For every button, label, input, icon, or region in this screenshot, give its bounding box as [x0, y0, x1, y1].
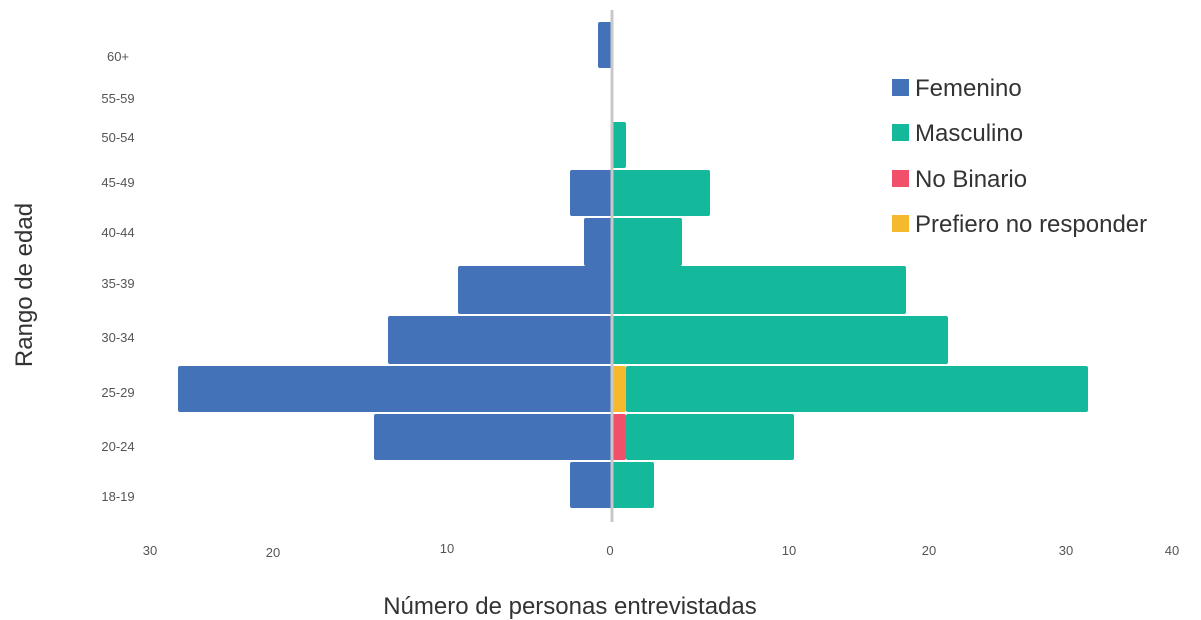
category-label-45-49: 45-49	[101, 175, 134, 190]
legend-label-masculino: Masculino	[915, 120, 1023, 147]
category-label-18-19: 18-19	[101, 489, 134, 504]
x-tick-labels: 30 20 10 0 10 20 30 40	[143, 541, 1179, 560]
category-label-50-54: 50-54	[101, 130, 134, 145]
bar-masculino-18-19	[612, 462, 654, 508]
category-label-35-39: 35-39	[101, 276, 134, 291]
bar-masculino-40-44	[612, 218, 682, 266]
x-tick-right-10: 10	[782, 543, 796, 558]
bar-prefiero-no-responder-25-29	[612, 366, 626, 412]
bar-no-binario-20-24	[612, 414, 626, 460]
legend-swatch-masculino	[892, 124, 909, 141]
x-axis-title: Número de personas entrevistadas	[383, 593, 757, 620]
bars-layer	[178, 22, 1088, 508]
bar-femenino-60	[598, 22, 612, 68]
x-tick-right-30: 30	[1059, 543, 1073, 558]
bar-masculino-50-54	[612, 122, 626, 168]
legend-label-prefiero-no-responder: Prefiero no responder	[915, 211, 1147, 238]
bar-femenino-25-29	[178, 366, 612, 412]
bar-masculino-45-49	[612, 170, 710, 216]
bar-masculino-20-24	[626, 414, 794, 460]
category-label-60: 60+	[107, 49, 129, 64]
category-label-40-44: 40-44	[101, 225, 134, 240]
bar-masculino-25-29	[626, 366, 1088, 412]
x-tick-right-40: 40	[1165, 543, 1179, 558]
x-tick-right-20: 20	[922, 543, 936, 558]
bar-femenino-40-44	[584, 218, 612, 266]
x-tick-left-20: 20	[266, 545, 280, 560]
bar-femenino-30-34	[388, 316, 612, 364]
legend-swatch-prefiero-no-responder	[892, 215, 909, 232]
category-label-55-59: 55-59	[101, 91, 134, 106]
x-tick-left-0: 0	[606, 543, 613, 558]
category-label-25-29: 25-29	[101, 385, 134, 400]
category-label-20-24: 20-24	[101, 439, 134, 454]
legend-swatch-femenino	[892, 79, 909, 96]
y-axis-title: Rango de edad	[11, 203, 38, 367]
category-labels: 60+ 55-59 50-54 45-49 40-44 35-39 30-34 25-29 20…	[101, 49, 134, 504]
x-tick-left-30: 30	[143, 543, 157, 558]
bar-femenino-18-19	[570, 462, 612, 508]
legend-label-no-binario: No Binario	[915, 166, 1027, 193]
category-label-30-34: 30-34	[101, 330, 134, 345]
bar-masculino-30-34	[612, 316, 948, 364]
bar-femenino-35-39	[458, 266, 612, 314]
legend: Femenino Masculino No Binario Prefiero no r…	[892, 75, 1147, 238]
bar-masculino-35-39	[612, 266, 906, 314]
x-tick-left-10: 10	[440, 541, 454, 556]
bar-femenino-20-24	[374, 414, 612, 460]
legend-swatch-no-binario	[892, 170, 909, 187]
legend-label-femenino: Femenino	[915, 75, 1022, 102]
bar-femenino-45-49	[570, 170, 612, 216]
